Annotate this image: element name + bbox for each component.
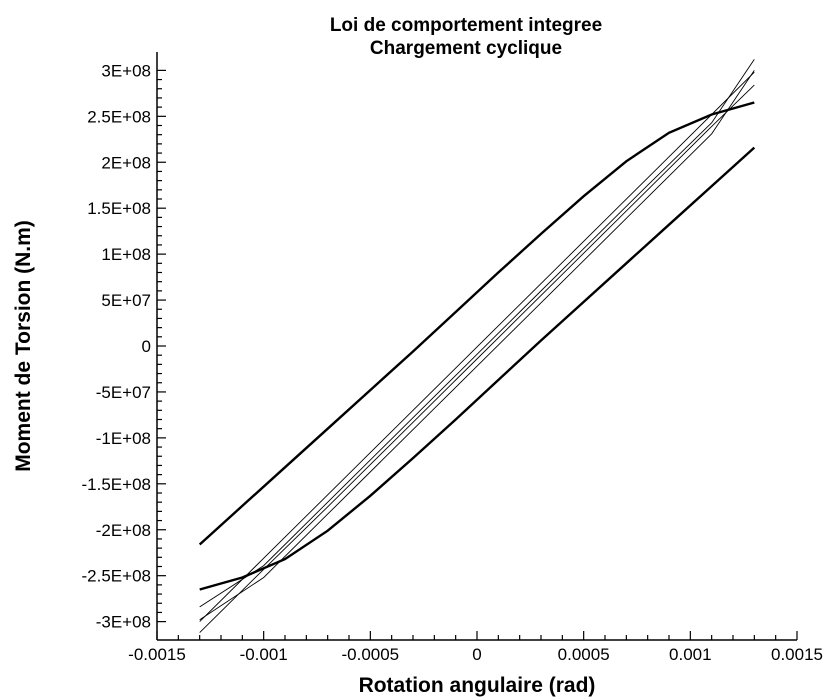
x-tick-label: 0.0015 [771, 645, 823, 664]
y-axis-ticks: 3E+08 2.5E+08 2E+08 1.5E+08 1E+08 5E+07 0 -5E+0… [82, 61, 166, 632]
y-tick-label: -1E+08 [96, 429, 151, 448]
y-tick-label: -2E+08 [96, 521, 151, 540]
x-tick-label: -0.0015 [128, 645, 186, 664]
envelope-curves [198, 101, 756, 591]
hysteresis-loop-branch [199, 71, 755, 622]
y-tick-label: -3E+08 [96, 613, 151, 632]
y-tick-label: 2.5E+08 [87, 107, 151, 126]
y-tick-label: 3E+08 [101, 61, 151, 80]
hysteresis-loops [199, 59, 755, 633]
x-axis-label: Rotation angulaire (rad) [359, 674, 596, 697]
x-tick-label: -0.0005 [341, 645, 399, 664]
x-tick-label: 0.001 [669, 645, 712, 664]
envelope-curve [199, 146, 756, 591]
y-axis-label: Moment de Torsion (N.m) [12, 220, 35, 472]
x-tick-label: -0.001 [240, 645, 288, 664]
x-tick-label: 0 [472, 645, 481, 664]
envelope-curve [198, 101, 755, 546]
y-tick-label: 1.5E+08 [87, 199, 151, 218]
chart-title: Loi de comportement integree [330, 15, 602, 36]
y-tick-label: 0 [142, 337, 151, 356]
y-tick-label: -2.5E+08 [82, 567, 151, 586]
hysteresis-loop-branch [199, 84, 755, 633]
y-tick-label: 2E+08 [101, 153, 151, 172]
x-tick-label: 0.0005 [558, 645, 610, 664]
hysteresis-loop-branch [199, 59, 755, 608]
y-tick-label: 5E+07 [101, 291, 151, 310]
chart-subtitle: Chargement cyclique [370, 38, 562, 59]
x-axis-ticks: -0.0015 -0.001 -0.0005 0 0.0005 0.001 0.0015 [128, 631, 823, 664]
hysteresis-loop-branch [199, 70, 755, 621]
y-tick-label: 1E+08 [101, 245, 151, 264]
y-tick-label: -5E+07 [96, 383, 151, 402]
y-tick-label: -1.5E+08 [82, 475, 151, 494]
